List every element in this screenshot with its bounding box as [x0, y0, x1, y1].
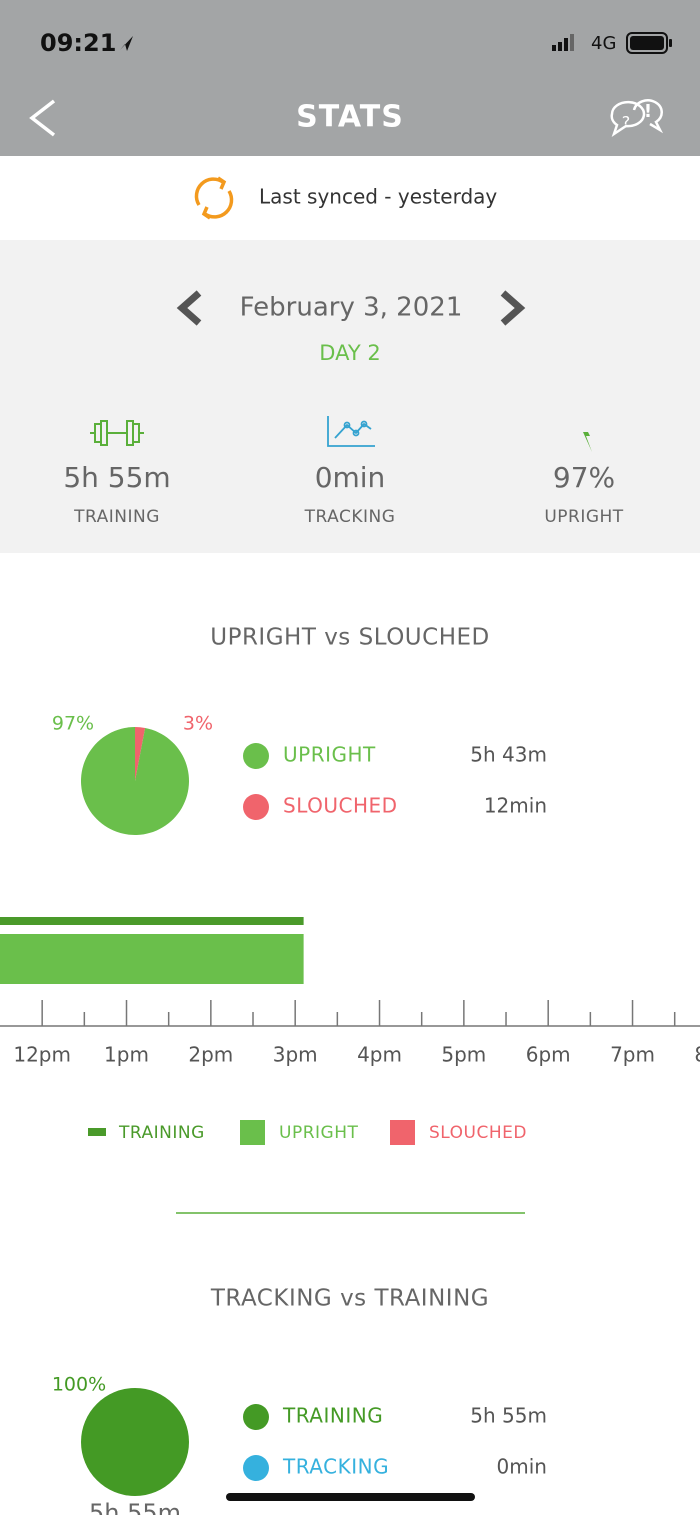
- legend-duration: 12min: [484, 794, 547, 818]
- nav-title: STATS: [296, 100, 404, 135]
- legend-label: TRACKING: [282, 1455, 389, 1479]
- pie-slice: [135, 727, 146, 781]
- legend-label: TRAINING: [282, 1404, 383, 1428]
- legend-label: UPRIGHT: [283, 743, 376, 767]
- posture-pie: 97% UPRIGHT 5h 43m 3% SLOUCHED 12min: [52, 713, 547, 835]
- legend-swatch: [88, 1128, 106, 1136]
- legend-dot: [243, 794, 269, 820]
- home-indicator: [226, 1493, 475, 1501]
- stat-value: 97%: [553, 461, 615, 494]
- training-icon: [90, 420, 144, 446]
- stat-label: TRACKING: [304, 507, 396, 527]
- pie-total-label: 5h 55m: [89, 1499, 181, 1515]
- slice-value-label: 97%: [52, 713, 94, 735]
- x-tick-label: 5pm: [441, 1043, 486, 1067]
- slice-value-label: 3%: [183, 713, 213, 735]
- timeline-bar: [0, 934, 304, 984]
- x-tick-label: 6pm: [526, 1043, 571, 1067]
- stat-label: TRAINING: [73, 507, 160, 527]
- legend-label: SLOUCHED: [429, 1123, 527, 1143]
- pie-slice: [81, 727, 190, 835]
- location-icon: [120, 36, 133, 51]
- timeline-chart: 12pm 1pm 2pm 3pm 4pm 5pm 6pm 7pm 8pm TRAINING UPRI…: [0, 917, 700, 1145]
- slice-value-label: 100%: [52, 1374, 106, 1396]
- svg-text:?: ?: [622, 113, 631, 132]
- stat-value: 0min: [315, 461, 386, 494]
- legend-duration: 5h 55m: [470, 1404, 547, 1428]
- legend-label: TRAINING: [118, 1123, 205, 1143]
- sync-status: Last synced - yesterday: [259, 185, 497, 209]
- chart-title: UPRIGHT vs SLOUCHED: [210, 625, 489, 651]
- timeline-bar: [0, 917, 304, 925]
- x-tick-label: 8pm: [694, 1043, 700, 1067]
- day-label: DAY 2: [319, 341, 380, 365]
- tracking-pie: 100% TRAINING 5h 55m TRACKING 0min 5h 55m: [52, 1374, 547, 1515]
- next-day-button[interactable]: [500, 290, 526, 326]
- legend-duration: 0min: [497, 1455, 547, 1479]
- network-label: 4G: [591, 33, 616, 54]
- x-tick-label: 2pm: [188, 1043, 233, 1067]
- x-tick-label: 1pm: [104, 1043, 149, 1067]
- x-tick-label: 4pm: [357, 1043, 402, 1067]
- status-time: 09:21: [40, 29, 116, 57]
- x-tick-label: 7pm: [610, 1043, 655, 1067]
- signal-icon: [552, 34, 574, 51]
- summary-stats: 5h 55m TRAINING 0min TRACKING 97% UPRIGHT: [63, 461, 623, 527]
- legend-duration: 5h 43m: [470, 743, 547, 767]
- header-background: [0, 0, 700, 156]
- battery-icon: [626, 32, 672, 54]
- back-button[interactable]: [29, 99, 56, 137]
- x-tick-label: 3pm: [273, 1043, 318, 1067]
- legend-label: SLOUCHED: [283, 794, 398, 818]
- x-tick-label: 12pm: [13, 1043, 71, 1067]
- summary-background: [0, 240, 700, 553]
- legend-label: UPRIGHT: [279, 1123, 358, 1143]
- stat-label: UPRIGHT: [544, 507, 623, 527]
- legend-swatch: [390, 1120, 415, 1145]
- svg-text:!: !: [644, 101, 652, 122]
- chart-title: TRACKING vs TRAINING: [210, 1286, 489, 1312]
- legend-dot: [243, 743, 269, 769]
- legend-dot: [243, 1404, 269, 1430]
- tracking-icon: [327, 416, 375, 447]
- legend-swatch: [240, 1120, 265, 1145]
- help-button[interactable]: ? !: [610, 99, 664, 138]
- sync-icon: [194, 176, 234, 220]
- legend-dot: [243, 1455, 269, 1481]
- pie-slice: [81, 1388, 189, 1496]
- stat-value: 5h 55m: [63, 461, 170, 494]
- date-label: February 3, 2021: [240, 293, 463, 323]
- upright-icon: [580, 416, 592, 452]
- previous-day-button[interactable]: [176, 290, 202, 326]
